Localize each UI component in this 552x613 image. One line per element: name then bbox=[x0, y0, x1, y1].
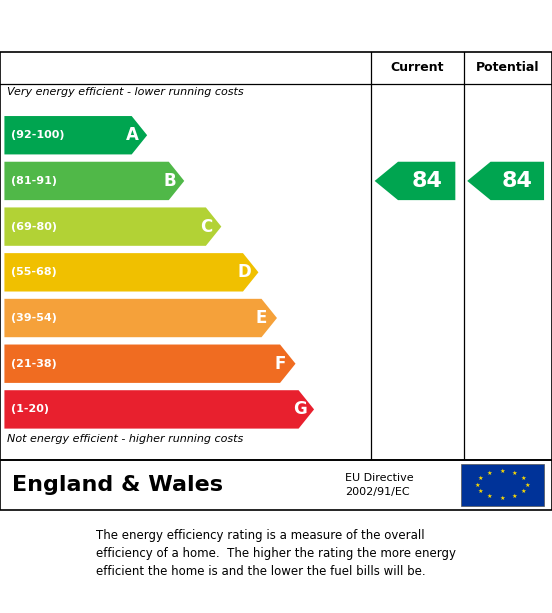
Text: ★: ★ bbox=[521, 476, 527, 481]
Text: ★: ★ bbox=[512, 471, 518, 476]
Text: D: D bbox=[237, 264, 251, 281]
Polygon shape bbox=[375, 162, 455, 200]
Text: Energy Efficiency Rating: Energy Efficiency Rating bbox=[14, 14, 339, 38]
Polygon shape bbox=[4, 162, 184, 200]
Polygon shape bbox=[4, 345, 295, 383]
Text: B: B bbox=[163, 172, 176, 190]
Polygon shape bbox=[4, 299, 277, 337]
Polygon shape bbox=[4, 207, 221, 246]
Text: (81-91): (81-91) bbox=[11, 176, 57, 186]
Text: Not energy efficient - higher running costs: Not energy efficient - higher running co… bbox=[7, 434, 243, 444]
Polygon shape bbox=[4, 253, 258, 292]
Text: C: C bbox=[200, 218, 213, 235]
Text: The energy efficiency rating is a measure of the overall
efficiency of a home.  : The energy efficiency rating is a measur… bbox=[96, 529, 456, 578]
Text: (55-68): (55-68) bbox=[11, 267, 57, 277]
Text: EU Directive
2002/91/EC: EU Directive 2002/91/EC bbox=[345, 473, 413, 497]
Text: ★: ★ bbox=[487, 494, 493, 499]
Text: ★: ★ bbox=[475, 482, 480, 487]
Text: ★: ★ bbox=[521, 489, 527, 494]
Text: 84: 84 bbox=[502, 171, 533, 191]
Text: ★: ★ bbox=[500, 469, 505, 474]
Text: ★: ★ bbox=[487, 471, 493, 476]
Text: England & Wales: England & Wales bbox=[12, 475, 223, 495]
Text: (39-54): (39-54) bbox=[11, 313, 57, 323]
Text: E: E bbox=[256, 309, 267, 327]
Text: (21-38): (21-38) bbox=[11, 359, 57, 368]
Text: ★: ★ bbox=[478, 476, 484, 481]
Text: Potential: Potential bbox=[476, 61, 540, 74]
Polygon shape bbox=[467, 162, 544, 200]
Text: Current: Current bbox=[391, 61, 444, 74]
Text: G: G bbox=[293, 400, 307, 419]
Text: (92-100): (92-100) bbox=[11, 130, 65, 140]
Polygon shape bbox=[4, 116, 147, 154]
Text: ★: ★ bbox=[500, 496, 505, 501]
Text: ★: ★ bbox=[512, 494, 518, 499]
Text: 84: 84 bbox=[411, 171, 442, 191]
Text: ★: ★ bbox=[478, 489, 484, 494]
Polygon shape bbox=[4, 390, 314, 428]
Text: (1-20): (1-20) bbox=[11, 405, 49, 414]
Text: (69-80): (69-80) bbox=[11, 222, 57, 232]
Text: F: F bbox=[274, 355, 286, 373]
Bar bbox=[461, 464, 544, 506]
Text: ★: ★ bbox=[524, 482, 530, 487]
Text: A: A bbox=[126, 126, 139, 144]
Text: Very energy efficient - lower running costs: Very energy efficient - lower running co… bbox=[7, 87, 243, 97]
